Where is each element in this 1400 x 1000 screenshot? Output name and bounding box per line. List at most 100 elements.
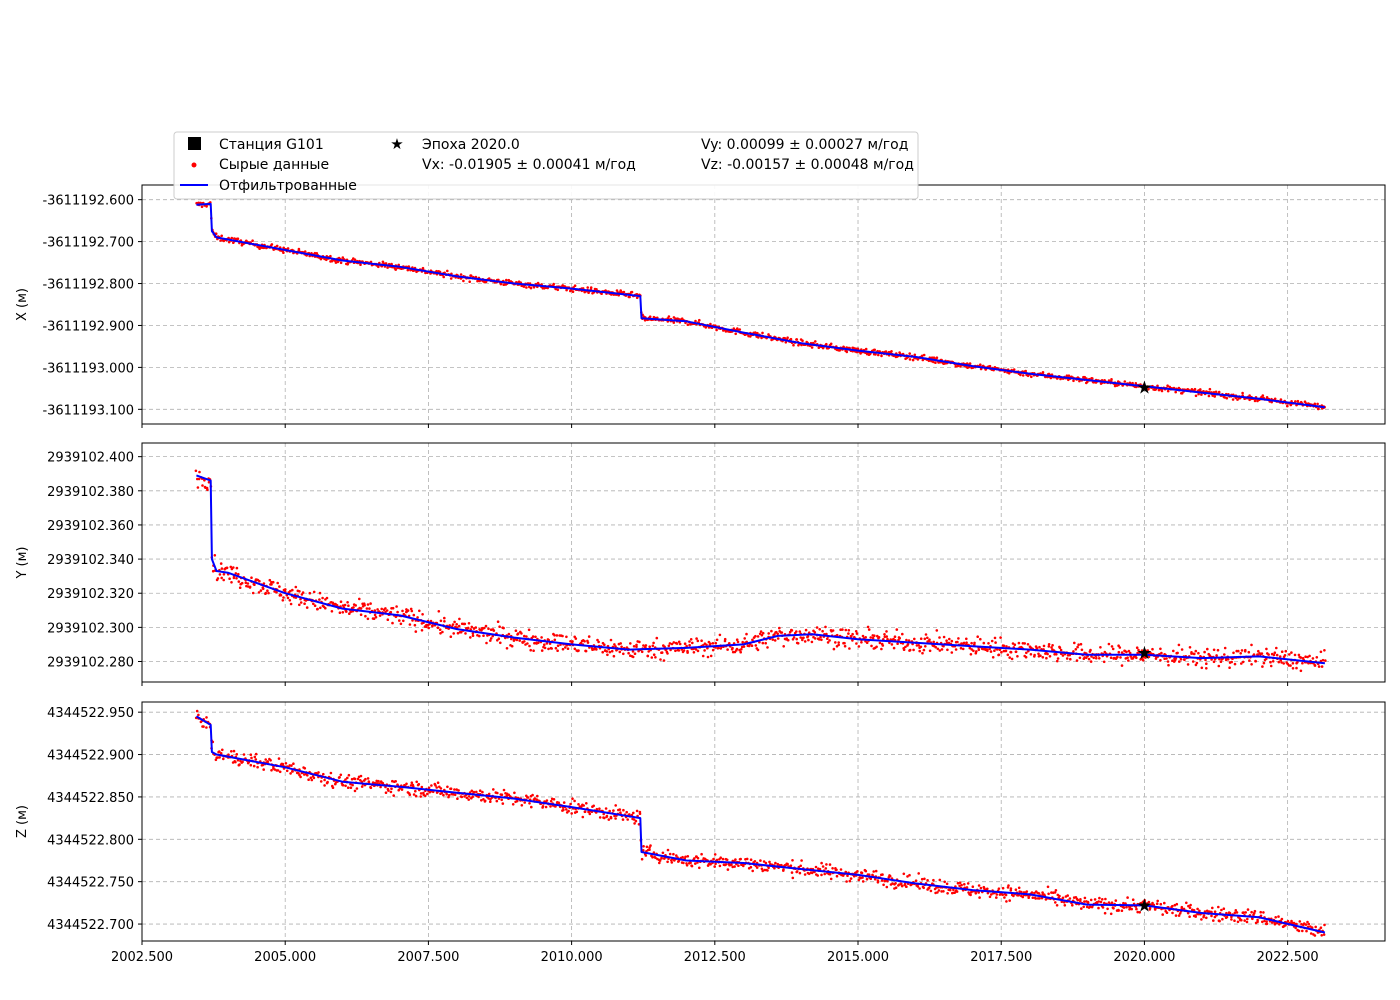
raw-data-point (930, 356, 934, 360)
raw-data-point (713, 853, 717, 856)
raw-data-point (206, 488, 209, 492)
raw-data-point (469, 636, 472, 639)
raw-data-point (1272, 653, 1276, 657)
raw-data-point (213, 554, 217, 557)
raw-data-point (608, 650, 612, 654)
raw-data-point (268, 578, 272, 582)
raw-data-point (1269, 660, 1272, 664)
raw-data-point (757, 336, 760, 339)
raw-data-point (917, 644, 920, 647)
raw-data-point (218, 756, 221, 759)
raw-data-point (373, 613, 377, 617)
raw-data-point (730, 863, 733, 866)
raw-data-point (667, 315, 671, 318)
raw-data-point (478, 634, 481, 638)
raw-data-point (406, 609, 410, 612)
raw-data-point (197, 201, 200, 205)
raw-data-point (552, 282, 555, 286)
raw-data-point (1141, 658, 1145, 662)
raw-data-point (979, 637, 982, 641)
raw-data-point (969, 893, 972, 897)
raw-data-point (556, 288, 560, 292)
raw-data-point (384, 791, 388, 794)
raw-data-point (533, 641, 536, 645)
raw-data-point (969, 653, 973, 656)
raw-data-point (920, 877, 924, 881)
raw-data-point (918, 649, 921, 653)
raw-data-point (1102, 660, 1106, 664)
raw-data-point (1277, 660, 1281, 664)
raw-data-point (232, 749, 236, 753)
raw-data-point (1280, 650, 1284, 653)
raw-data-point (1265, 922, 1269, 926)
raw-data-point (526, 796, 530, 799)
raw-data-point (385, 609, 389, 612)
raw-data-point (703, 649, 706, 652)
raw-data-point (605, 650, 609, 653)
raw-data-point (587, 635, 591, 638)
raw-data-point (480, 799, 483, 802)
raw-data-point (386, 618, 390, 621)
raw-data-point (672, 316, 676, 319)
raw-data-point (531, 793, 534, 797)
raw-data-point (942, 635, 946, 639)
raw-data-point (246, 582, 250, 585)
raw-data-point (773, 639, 777, 642)
raw-data-point (1017, 886, 1021, 890)
raw-data-point (635, 296, 639, 300)
raw-data-point (1023, 642, 1026, 645)
raw-data-point (205, 716, 208, 719)
raw-data-point (1173, 903, 1177, 907)
raw-data-point (298, 590, 301, 593)
raw-data-point (1259, 910, 1262, 914)
raw-data-point (816, 874, 819, 877)
raw-data-point (1135, 907, 1138, 911)
raw-data-point (689, 861, 692, 865)
raw-data-point (344, 778, 347, 781)
raw-data-point (698, 318, 701, 322)
raw-data-point (1289, 403, 1293, 407)
raw-data-point (595, 807, 599, 811)
raw-data-point (1269, 664, 1273, 668)
raw-data-point (1320, 934, 1323, 937)
raw-data-point (1210, 914, 1213, 918)
raw-data-point (550, 647, 553, 650)
raw-data-point (1045, 656, 1048, 660)
raw-data-point (1296, 660, 1299, 664)
raw-data-point (668, 852, 672, 856)
raw-data-point (1021, 895, 1025, 899)
raw-data-point (945, 882, 949, 886)
raw-data-point (847, 629, 851, 632)
raw-data-point (341, 783, 345, 787)
raw-data-point (786, 638, 790, 642)
raw-data-point (926, 879, 929, 882)
raw-data-point (1277, 915, 1280, 918)
raw-data-point (796, 642, 800, 645)
raw-data-point (614, 817, 617, 820)
raw-data-point (502, 788, 506, 792)
raw-data-point (762, 860, 766, 863)
raw-data-point (449, 635, 453, 638)
raw-data-point (307, 778, 310, 781)
raw-data-point (412, 785, 415, 788)
raw-data-point (456, 631, 460, 635)
raw-data-point (766, 646, 769, 649)
raw-data-point (1059, 648, 1063, 652)
raw-data-point (968, 646, 972, 650)
raw-data-point (873, 348, 876, 352)
raw-data-point (466, 626, 470, 630)
raw-data-point (412, 613, 416, 617)
raw-data-point (1271, 660, 1275, 663)
raw-data-point (364, 777, 367, 781)
raw-data-point (709, 863, 712, 866)
raw-data-point (632, 811, 635, 815)
raw-data-point (581, 815, 585, 819)
raw-data-point (1033, 653, 1036, 657)
raw-data-point (924, 633, 928, 636)
raw-data-point (768, 860, 771, 864)
raw-data-point (198, 470, 201, 474)
raw-data-point (561, 647, 565, 651)
raw-data-point (449, 787, 453, 790)
raw-data-point (961, 647, 965, 651)
raw-data-point (520, 804, 524, 807)
